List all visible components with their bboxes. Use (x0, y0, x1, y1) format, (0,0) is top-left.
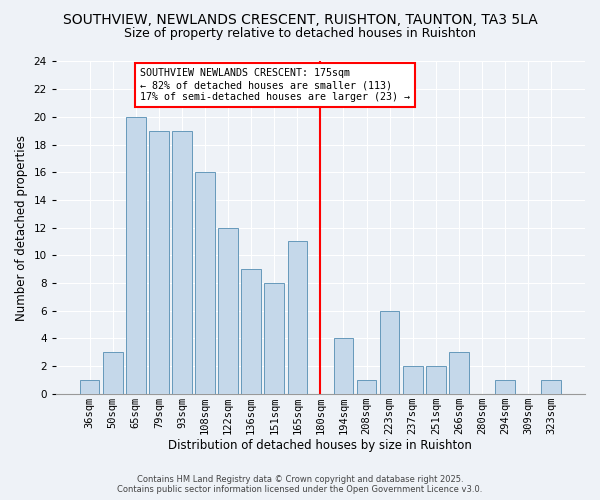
Bar (80, 380, 100, 394)
Bar (195, 172, 215, 394)
Bar (265, 283, 284, 394)
Bar (126, 117, 146, 394)
Bar (241, 269, 261, 394)
Bar (218, 228, 238, 394)
Bar (541, 380, 561, 394)
Bar (380, 310, 400, 394)
Bar (149, 130, 169, 394)
Bar (357, 380, 376, 394)
Text: SOUTHVIEW, NEWLANDS CRESCENT, RUISHTON, TAUNTON, TA3 5LA: SOUTHVIEW, NEWLANDS CRESCENT, RUISHTON, … (62, 12, 538, 26)
X-axis label: Distribution of detached houses by size in Ruishton: Distribution of detached houses by size … (169, 440, 472, 452)
Bar (103, 352, 122, 394)
Text: SOUTHVIEW NEWLANDS CRESCENT: 175sqm
← 82% of detached houses are smaller (113)
1: SOUTHVIEW NEWLANDS CRESCENT: 175sqm ← 82… (140, 68, 410, 102)
Bar (426, 366, 446, 394)
Bar (287, 242, 307, 394)
Bar (449, 352, 469, 394)
Text: Contains HM Land Registry data © Crown copyright and database right 2025.
Contai: Contains HM Land Registry data © Crown c… (118, 474, 482, 494)
Bar (495, 380, 515, 394)
Bar (403, 366, 422, 394)
Y-axis label: Number of detached properties: Number of detached properties (15, 134, 28, 320)
Bar (334, 338, 353, 394)
Bar (172, 130, 192, 394)
Text: Size of property relative to detached houses in Ruishton: Size of property relative to detached ho… (124, 28, 476, 40)
